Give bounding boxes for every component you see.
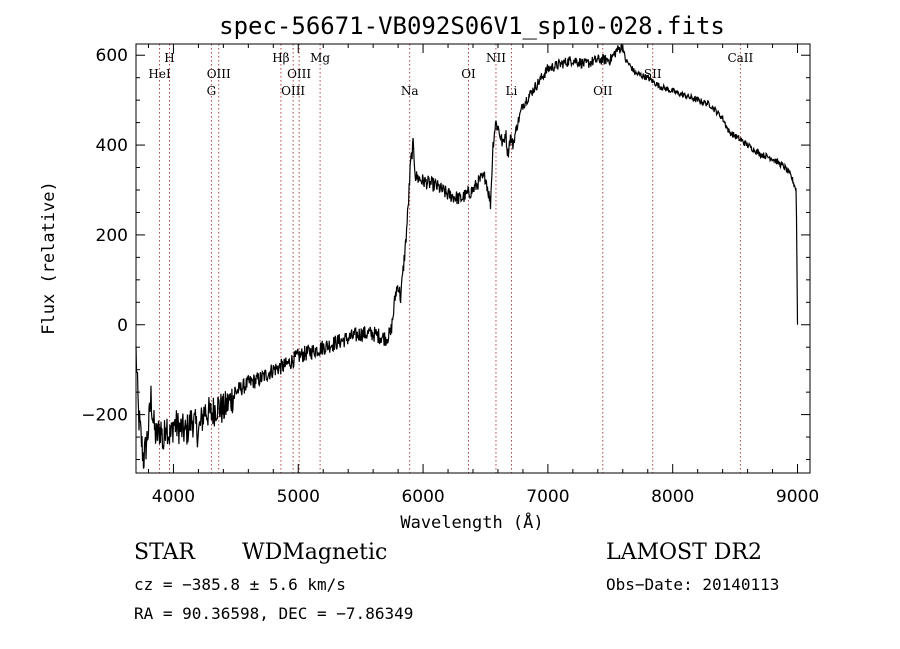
plot-frame — [135, 43, 811, 474]
y-tick-label: 0 — [117, 316, 128, 336]
y-axis-label: Flux (relative) — [39, 181, 59, 335]
line-marker-label: OI — [461, 67, 476, 81]
x-axis-label: Wavelength (Å) — [400, 511, 543, 533]
line-marker-label: H — [164, 51, 174, 65]
line-marker-label: OII — [593, 84, 613, 98]
line-marker-label: Li — [506, 84, 518, 98]
line-marker-label: Hβ — [272, 51, 289, 65]
y-tick-label: 200 — [96, 226, 128, 246]
survey-name: LAMOST DR2 — [606, 540, 762, 565]
x-tick-label: 6000 — [401, 487, 444, 507]
redshift-readout: cz = −385.8 ± 5.6 km/s — [134, 575, 346, 594]
line-marker-label: OIII — [281, 84, 305, 98]
line-marker-label: OIII — [287, 67, 311, 81]
y-tick-label: −200 — [81, 406, 128, 426]
object-class: STAR — [134, 540, 196, 565]
y-tick-label: 600 — [96, 46, 128, 66]
line-marker-label: OIII — [207, 67, 231, 81]
line-marker-label: G — [207, 84, 217, 98]
observation-date: Obs−Date: 20140113 — [606, 575, 779, 594]
line-marker-label: Mg — [310, 51, 330, 65]
line-marker-label: CaII — [727, 51, 753, 65]
line-marker-label: HeI — [148, 67, 171, 81]
chart-title: spec-56671-VB092S06V1_sp10-028.fits — [219, 12, 725, 40]
line-marker-label: NII — [486, 51, 506, 65]
x-tick-label: 9000 — [776, 487, 819, 507]
x-tick-label: 7000 — [526, 487, 569, 507]
x-tick-label: 8000 — [651, 487, 694, 507]
spectrum-series-line — [135, 43, 799, 469]
y-tick-label: 400 — [96, 136, 128, 156]
x-tick-label: 5000 — [277, 487, 320, 507]
coordinates-readout: RA = 90.36598, DEC = −7.86349 — [134, 604, 413, 623]
line-marker-label: Na — [401, 84, 419, 98]
object-subclass: WDMagnetic — [242, 540, 387, 565]
axis-ticks: 4000 5000 6000 7000 8000 9000 −200 0 200 400 600 — [81, 44, 819, 507]
x-tick-label: 4000 — [152, 487, 195, 507]
